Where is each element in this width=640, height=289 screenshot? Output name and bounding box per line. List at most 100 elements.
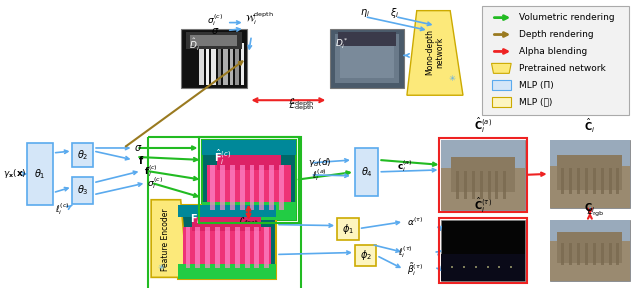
Bar [550,166,630,208]
Bar [464,171,467,199]
Bar [475,266,477,268]
Bar [550,220,630,247]
Text: $\hat{D}_i$: $\hat{D}_i$ [189,36,199,53]
Bar [220,165,225,210]
Bar [593,243,596,265]
Text: $\ell_i^{(\tau)}$: $\ell_i^{(\tau)}$ [398,245,413,260]
Bar [557,155,622,190]
Bar [442,140,525,178]
Bar [510,266,512,268]
Text: $\gamma_{\mathbf{x}}(\mathbf{x})$: $\gamma_{\mathbf{x}}(\mathbf{x})$ [3,167,26,180]
Bar [250,165,255,210]
Bar [561,168,564,194]
Text: MLP (𝒯): MLP (𝒯) [519,98,552,107]
Bar [609,168,612,194]
Bar [180,29,246,88]
Bar [503,171,506,199]
Bar [193,213,261,231]
Text: $\tilde{\beta}_i^{(\tau)}$: $\tilde{\beta}_i^{(\tau)}$ [407,261,423,277]
Text: $\sigma$: $\sigma$ [211,25,220,36]
Bar [585,243,588,265]
Bar [230,43,233,85]
Text: Depth rendering: Depth rendering [519,30,594,39]
Bar [486,266,488,268]
Bar [218,43,221,85]
Bar [585,168,588,194]
Bar [199,137,299,223]
Text: $D_i^*$: $D_i^*$ [335,36,349,51]
Bar [235,227,240,268]
Bar [463,266,465,268]
Bar [561,243,564,265]
Bar [215,227,220,268]
Bar [616,168,620,194]
Text: $\theta_1$: $\theta_1$ [34,167,46,181]
Bar [550,140,630,208]
Text: $\mathcal{L}_{\mathrm{rgb}}$: $\mathcal{L}_{\mathrm{rgb}}$ [586,207,605,219]
Bar [279,165,284,210]
Bar [269,165,274,210]
Bar [211,43,216,85]
Bar [178,205,276,217]
Bar [178,205,276,279]
Text: $\sigma$: $\sigma$ [134,143,143,153]
Text: $\eta_i$: $\eta_i$ [360,7,370,18]
Text: $\hat{\mathbf{C}}_i^{(\tau)}$: $\hat{\mathbf{C}}_i^{(\tau)}$ [474,195,492,215]
Bar [186,32,242,49]
Text: Mono-depth
network: Mono-depth network [425,29,444,75]
Bar [335,34,399,83]
Bar [202,202,296,220]
Bar [210,165,215,210]
Bar [355,148,378,196]
Bar [488,171,490,199]
Bar [182,227,271,268]
Bar [72,177,93,204]
Text: $\theta_4$: $\theta_4$ [360,165,372,179]
Bar [440,218,527,283]
Bar [355,244,376,266]
Text: $\ell_i^{(a)}$: $\ell_i^{(a)}$ [312,167,327,183]
Bar [442,220,525,281]
Bar [577,168,580,194]
Bar [593,168,596,194]
Text: $\mathcal{L}_{\mathrm{depth}}$: $\mathcal{L}_{\mathrm{depth}}$ [287,101,314,113]
Text: $\mathbf{f}_i^{(c)}$: $\mathbf{f}_i^{(c)}$ [144,163,158,179]
Bar [550,241,630,281]
Text: Feature Encoder: Feature Encoder [161,208,170,271]
Bar [456,171,459,199]
Bar [499,266,500,268]
Text: MLP (Π): MLP (Π) [519,81,554,90]
Polygon shape [151,200,188,277]
Text: $\theta_3$: $\theta_3$ [77,184,89,197]
Text: $\phi_2$: $\phi_2$ [360,249,372,262]
Bar [223,43,228,85]
Text: $\hat{\mathbf{F}}_i^{(c)}$: $\hat{\mathbf{F}}_i^{(c)}$ [214,148,231,167]
Bar [601,243,604,265]
Bar [206,43,209,85]
Bar [244,227,250,268]
Text: $\alpha^{(\tau)}$: $\alpha^{(\tau)}$ [407,215,424,228]
Bar [72,143,93,167]
Bar [259,165,264,210]
Text: $\sigma_i^{(c)}$: $\sigma_i^{(c)}$ [147,175,163,191]
Text: $\gamma_d(d)$: $\gamma_d(d)$ [308,156,331,169]
Bar [230,165,235,210]
Bar [330,29,404,88]
Text: $\mathbf{f}$: $\mathbf{f}$ [138,154,145,166]
Bar [207,165,291,210]
Text: $\mathbf{F}_i$: $\mathbf{F}_i$ [189,213,200,227]
Text: $\theta_2$: $\theta_2$ [77,148,88,162]
Text: $\xi_i$: $\xi_i$ [390,6,400,20]
Bar [550,140,630,174]
Bar [609,243,612,265]
Bar [340,38,394,78]
Text: $\mathbf{c}_i^{(a)}$: $\mathbf{c}_i^{(a)}$ [397,158,413,174]
Bar [480,171,483,199]
Bar [191,34,237,47]
Text: $\hat{\mathbf{C}}_i$: $\hat{\mathbf{C}}_i$ [584,117,595,135]
Text: $\hat{\mathbf{C}}_i^{(a)}$: $\hat{\mathbf{C}}_i^{(a)}$ [474,116,492,135]
Bar [241,43,244,85]
Bar [492,80,511,90]
Bar [442,140,525,210]
Text: Volumetric rendering: Volumetric rendering [519,13,614,22]
